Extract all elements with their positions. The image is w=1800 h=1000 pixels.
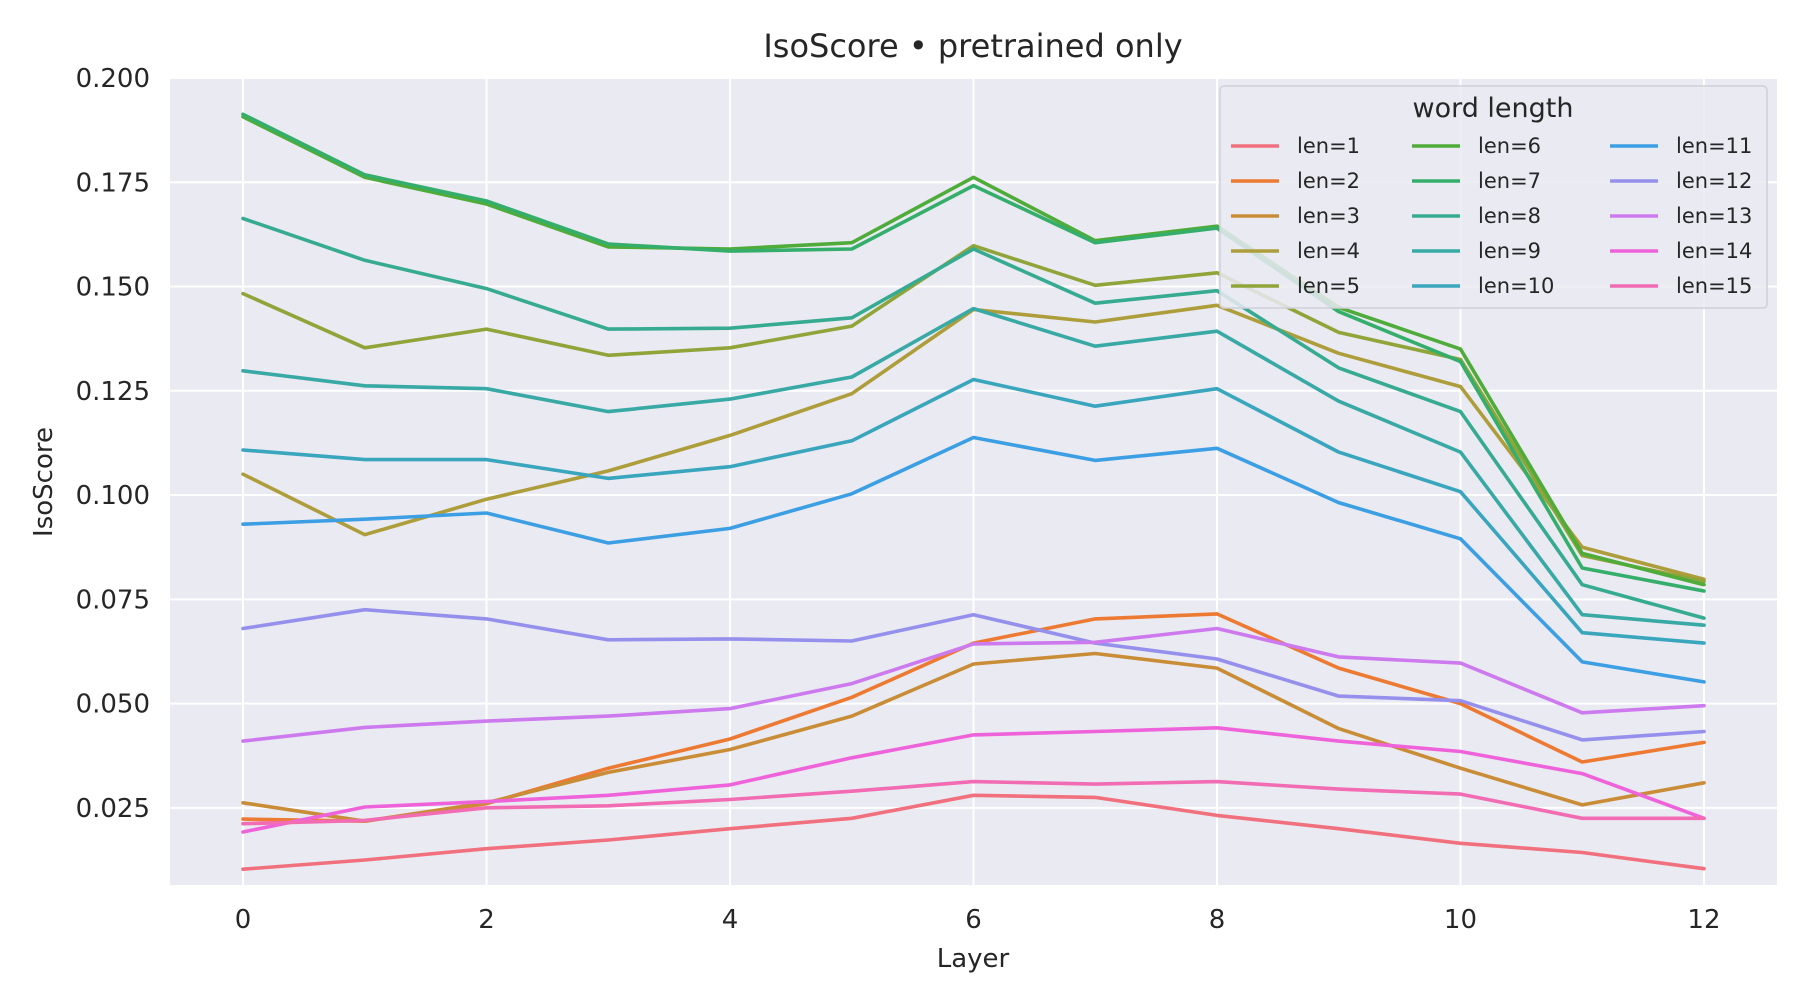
series-line-len-8 xyxy=(241,216,1706,620)
series-lines xyxy=(241,112,1706,872)
series-line-len-13 xyxy=(241,626,1706,743)
x-tick-label: 2 xyxy=(478,905,495,935)
x-tick-label: 6 xyxy=(965,905,982,935)
legend-entry-label: len=5 xyxy=(1297,274,1360,298)
series-line-len-5 xyxy=(241,243,1706,584)
y-tick-label: 0.175 xyxy=(76,168,150,198)
legend-entry-label: len=2 xyxy=(1297,169,1360,193)
series-line-len-14 xyxy=(241,725,1706,834)
series-line-len-1 xyxy=(241,793,1706,872)
legend-entry-label: len=15 xyxy=(1676,274,1752,298)
y-tick-label: 0.125 xyxy=(76,377,150,407)
legend-title: word length xyxy=(1412,93,1573,124)
x-tick-label: 4 xyxy=(722,905,739,935)
x-tick-label: 12 xyxy=(1687,905,1720,935)
legend-entry-label: len=12 xyxy=(1676,169,1752,193)
x-tick-label: 10 xyxy=(1444,905,1477,935)
x-axis-ticks: 0 2 4 6 8 10 12 xyxy=(235,905,1721,935)
legend-entry-label: len=13 xyxy=(1676,204,1752,228)
y-tick-label: 0.200 xyxy=(76,64,150,94)
series-line-len-6 xyxy=(241,115,1706,587)
y-tick-label: 0.100 xyxy=(76,481,150,511)
series-line-len-7 xyxy=(241,112,1706,593)
legend-entry-label: len=9 xyxy=(1478,239,1541,263)
x-axis-label: Layer xyxy=(937,944,1010,974)
x-tick-label: 8 xyxy=(1209,905,1226,935)
chart-title: IsoScore • pretrained only xyxy=(763,27,1182,65)
y-axis-label: IsoScore xyxy=(29,427,59,537)
series-line-len-11 xyxy=(241,435,1706,684)
series-line-len-9 xyxy=(241,306,1706,628)
y-tick-label: 0.050 xyxy=(76,690,150,720)
legend-entry-label: len=8 xyxy=(1478,204,1541,228)
legend-entry-label: len=10 xyxy=(1478,274,1554,298)
legend-entry-label: len=14 xyxy=(1676,239,1752,263)
legend-entry-label: len=7 xyxy=(1478,169,1541,193)
y-tick-label: 0.025 xyxy=(76,794,150,824)
series-line-len-15 xyxy=(241,779,1706,826)
legend-entry-label: len=6 xyxy=(1478,134,1541,158)
legend-entry-label: len=3 xyxy=(1297,204,1360,228)
y-axis-ticks: 0.025 0.050 0.075 0.100 0.125 0.150 0.175 0.200 xyxy=(76,64,150,824)
series-line-len-12 xyxy=(241,607,1706,742)
y-tick-label: 0.150 xyxy=(76,273,150,303)
y-tick-label: 0.075 xyxy=(76,585,150,615)
legend-entry-label: len=4 xyxy=(1297,239,1360,263)
legend-entry-label: len=1 xyxy=(1297,134,1360,158)
x-tick-label: 0 xyxy=(235,905,252,935)
legend-entry-label: len=11 xyxy=(1676,134,1752,158)
legend: word length len=1 len=2 len=3 len=4 len=5 len… xyxy=(1219,85,1768,309)
series-line-len-10 xyxy=(241,377,1706,645)
grid-lines xyxy=(170,77,1777,885)
